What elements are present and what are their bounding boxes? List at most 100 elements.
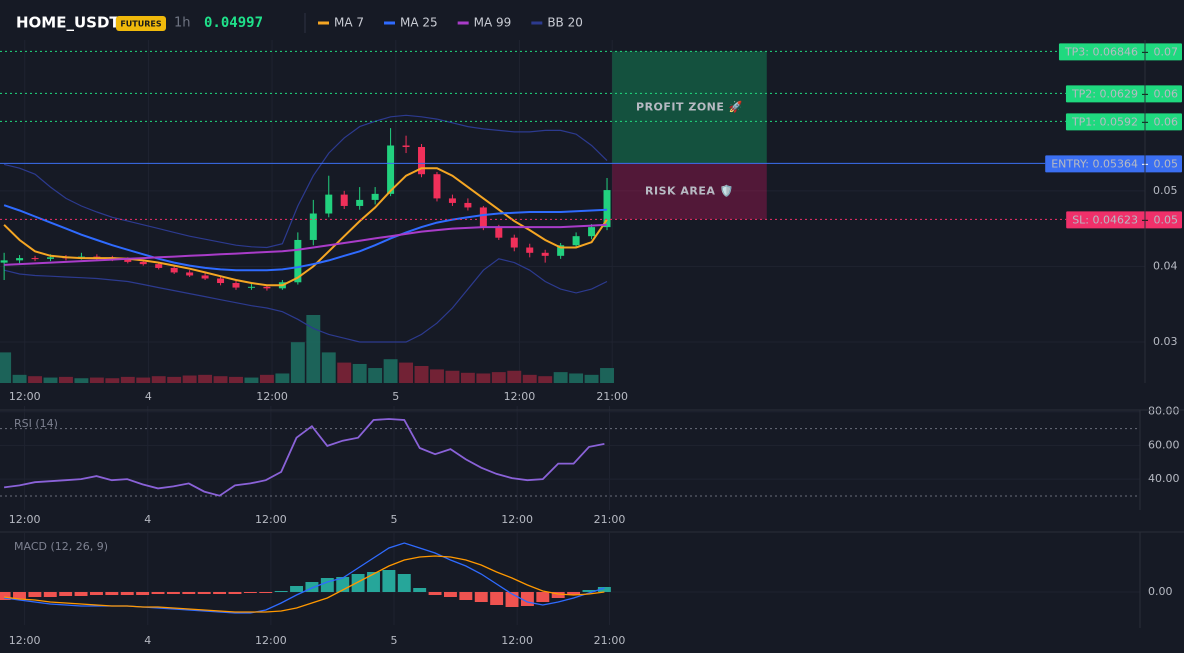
line [3, 418, 605, 497]
candle-body [186, 272, 194, 276]
candle-body [294, 239, 302, 283]
candle-body [340, 194, 348, 206]
histogram-bar [567, 592, 581, 595]
volume-bar [414, 366, 429, 383]
x-tick-label: 21:00 [596, 390, 628, 403]
level-label: SL: 0.04623 [1072, 213, 1138, 226]
histogram-bar [582, 590, 596, 592]
x-tick-label: 4 [145, 390, 152, 403]
candle-body [479, 207, 487, 228]
candle-body [31, 258, 39, 260]
candle-body [495, 227, 503, 238]
histogram-bar [74, 592, 88, 596]
level-label: ENTRY: 0.05364 [1051, 157, 1138, 170]
candle-body [588, 227, 596, 237]
legend-label: BB 20 [547, 16, 583, 30]
candle-body [387, 145, 395, 194]
zone-label: RISK AREA 🛡️ [645, 184, 734, 197]
histogram-bar [551, 592, 565, 598]
candle-body [402, 145, 410, 148]
zone-label: PROFIT ZONE 🚀 [636, 100, 743, 113]
x-tick-label: 12:00 [9, 634, 41, 647]
level-axis-label: 0.07 [1154, 45, 1179, 58]
symbol: HOME_USDT [16, 14, 120, 32]
histogram-bar [428, 592, 442, 595]
badge: FUTURES [120, 20, 162, 29]
histogram-bar [197, 592, 211, 594]
panel-title: RSI (14) [14, 417, 58, 430]
histogram-bar [397, 574, 411, 592]
ma-line [3, 167, 608, 287]
candle-body [93, 256, 101, 258]
x-tick-label: 21:00 [594, 634, 626, 647]
histogram-bar [382, 570, 396, 592]
histogram-bar [120, 592, 134, 595]
histogram-bar [259, 592, 273, 593]
candle-body [0, 260, 8, 263]
candle-body [201, 275, 209, 279]
volume-bar [74, 378, 89, 383]
x-tick-label: 12:00 [501, 634, 533, 647]
x-tick-label: 12:00 [504, 390, 536, 403]
volume-bar [213, 376, 228, 383]
plot-layer: 12:00 4 12:00 5 12:00 21:00 0.03 0.04 0.05 PROFIT… [0, 43, 1182, 647]
candle-body [325, 194, 333, 214]
level-axis-label: 0.06 [1154, 115, 1179, 128]
histogram-bar [367, 572, 380, 592]
candle-body [247, 286, 255, 288]
histogram-bar [213, 592, 227, 594]
legend-label: MA 7 [334, 16, 364, 30]
histogram-bar [290, 586, 304, 592]
volume-bar [151, 376, 166, 383]
level-label: TP3: 0.06846 [1064, 45, 1138, 58]
histogram-bar [413, 588, 427, 592]
histogram-bar [28, 592, 42, 597]
candle-body [526, 247, 534, 253]
x-tick-label: 12:00 [255, 513, 287, 526]
volume-bar [460, 372, 475, 383]
candle-body [418, 147, 426, 175]
x-tick-label: 12:00 [9, 513, 41, 526]
volume-bar [337, 362, 352, 383]
zone [612, 51, 767, 164]
candle-body [448, 198, 456, 203]
histogram-bar [105, 592, 119, 595]
band-upper [3, 114, 608, 249]
candle-body [433, 174, 441, 199]
candle-body [124, 258, 132, 262]
x-tick-label: 12:00 [501, 513, 533, 526]
y-tick-label: 0.03 [1153, 335, 1178, 348]
volume-bar [198, 374, 213, 383]
histogram-bar [320, 578, 334, 592]
level-badge [1065, 85, 1182, 103]
candle-body [217, 278, 225, 284]
x-tick-label: 4 [144, 634, 151, 647]
histogram-bar [166, 592, 180, 594]
level-badge [1066, 211, 1182, 229]
candle-body [309, 213, 317, 240]
histogram-bar [13, 592, 26, 599]
last-price: 0.04997 [204, 15, 263, 31]
volume-bar [0, 352, 12, 383]
x-tick-label: 5 [391, 634, 398, 647]
volume-bar [399, 362, 414, 383]
candle-body [541, 252, 549, 256]
candle-body [46, 257, 54, 259]
volume-bar [368, 368, 383, 383]
legend-label: MA 25 [400, 16, 438, 30]
volume-bar [491, 372, 506, 383]
histogram-bar [0, 592, 11, 600]
candle-body [263, 286, 271, 289]
header: HOME_USDT FUTURES 1h 0.04997 MA 7 MA 25 MA… [16, 13, 583, 33]
candle-body [371, 193, 379, 200]
volume-bar [507, 370, 522, 383]
candle-body [557, 245, 565, 256]
level-badge [1065, 113, 1182, 131]
volume-bar [569, 373, 584, 383]
ma-line [3, 204, 608, 272]
level-label: TP2: 0.0629 [1071, 87, 1138, 100]
volume-bar [59, 376, 73, 383]
histogram-bar [274, 591, 288, 592]
